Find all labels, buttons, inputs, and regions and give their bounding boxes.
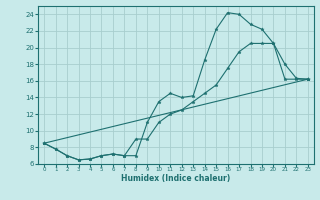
- X-axis label: Humidex (Indice chaleur): Humidex (Indice chaleur): [121, 174, 231, 183]
